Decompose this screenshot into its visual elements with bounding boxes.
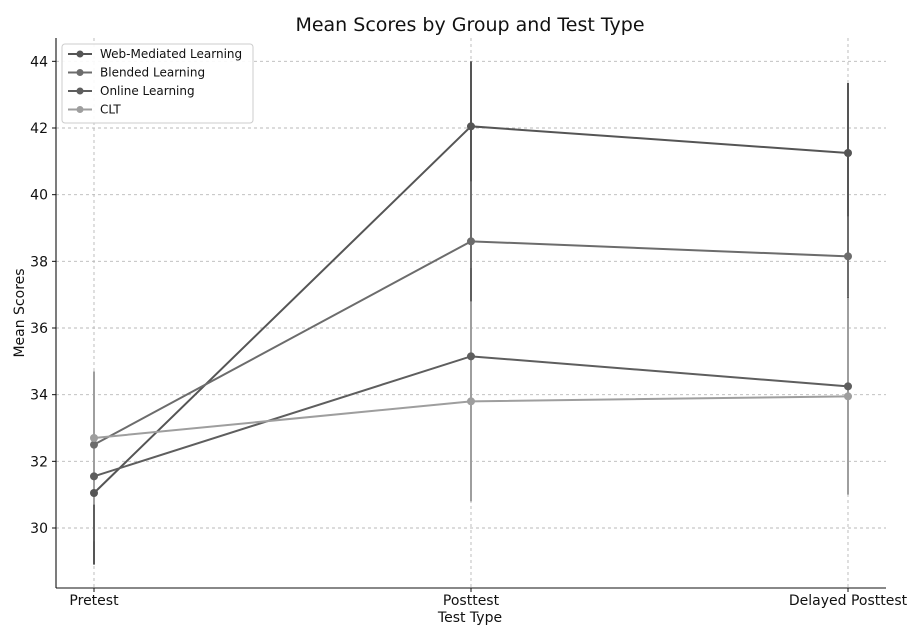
y-tick-label: 34 bbox=[30, 388, 48, 404]
legend-swatch-marker bbox=[76, 106, 84, 113]
data-point bbox=[844, 382, 852, 391]
y-tick-label: 42 bbox=[30, 121, 48, 137]
legend-box bbox=[61, 43, 254, 124]
y-tick-label: 38 bbox=[30, 254, 48, 270]
data-point bbox=[844, 149, 852, 157]
legend-swatch-marker bbox=[76, 69, 84, 76]
x-tick-label: Delayed Posttest bbox=[789, 593, 908, 609]
data-point bbox=[467, 122, 475, 131]
data-point bbox=[467, 352, 475, 361]
error-bars bbox=[93, 61, 849, 565]
legend-label: CLT bbox=[100, 103, 121, 117]
x-tick-label: Pretest bbox=[69, 593, 119, 609]
data-point bbox=[467, 397, 475, 406]
data-point bbox=[844, 392, 852, 401]
data-point bbox=[90, 440, 98, 449]
y-tick-label: 32 bbox=[30, 454, 48, 470]
legend-label: Online Learning bbox=[100, 84, 195, 98]
tick-labels: 30 32 34 36 38 40 42 44 Pretest Posttest Delayed P… bbox=[30, 54, 907, 609]
legend-swatch-marker bbox=[76, 50, 84, 58]
series bbox=[90, 122, 852, 497]
data-point bbox=[90, 472, 98, 481]
y-axis-title: Mean Scores bbox=[12, 268, 28, 357]
legend-swatch-marker bbox=[76, 87, 84, 95]
x-tick-label: Posttest bbox=[443, 593, 500, 609]
data-point bbox=[90, 489, 98, 497]
y-tick-label: 40 bbox=[30, 188, 48, 204]
y-tick-label: 36 bbox=[30, 321, 48, 337]
data-point bbox=[90, 434, 98, 442]
legend: Web-Mediated Learning Blended Learning Onl… bbox=[61, 43, 254, 124]
y-tick-label: 44 bbox=[30, 54, 48, 70]
chart-title: Mean Scores by Group and Test Type bbox=[295, 14, 644, 36]
y-tick-label: 30 bbox=[30, 521, 48, 537]
legend-label: Web-Mediated Learning bbox=[100, 47, 242, 61]
legend-label: Blended Learning bbox=[100, 66, 205, 80]
data-point bbox=[467, 237, 475, 246]
x-axis-title: Test Type bbox=[437, 610, 502, 626]
data-point bbox=[844, 252, 852, 261]
